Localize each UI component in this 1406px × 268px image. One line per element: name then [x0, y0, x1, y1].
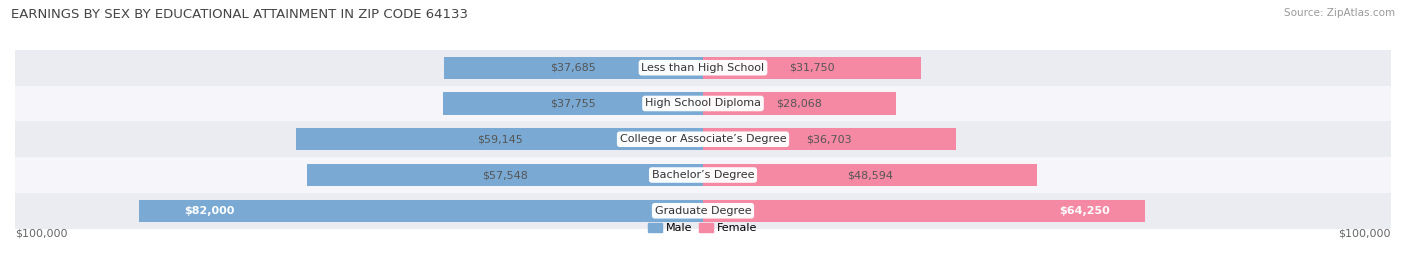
Bar — [703, 128, 956, 150]
Bar — [703, 200, 1144, 222]
Bar — [15, 50, 1391, 85]
Bar — [15, 193, 1391, 229]
Text: $59,145: $59,145 — [477, 134, 523, 144]
Bar — [703, 57, 921, 79]
Bar — [443, 92, 703, 114]
Text: $82,000: $82,000 — [184, 206, 235, 216]
Text: $100,000: $100,000 — [1339, 229, 1391, 239]
Text: Graduate Degree: Graduate Degree — [655, 206, 751, 216]
Bar — [703, 92, 896, 114]
Text: $100,000: $100,000 — [15, 229, 67, 239]
Text: $37,685: $37,685 — [551, 63, 596, 73]
Bar — [703, 164, 1038, 186]
Text: $36,703: $36,703 — [807, 134, 852, 144]
Text: College or Associate’s Degree: College or Associate’s Degree — [620, 134, 786, 144]
Bar — [15, 85, 1391, 121]
Text: $57,548: $57,548 — [482, 170, 529, 180]
Text: Less than High School: Less than High School — [641, 63, 765, 73]
Text: High School Diploma: High School Diploma — [645, 98, 761, 109]
Text: Bachelor’s Degree: Bachelor’s Degree — [652, 170, 754, 180]
Bar — [15, 121, 1391, 157]
Bar — [15, 157, 1391, 193]
Text: EARNINGS BY SEX BY EDUCATIONAL ATTAINMENT IN ZIP CODE 64133: EARNINGS BY SEX BY EDUCATIONAL ATTAINMEN… — [11, 8, 468, 21]
Bar — [139, 200, 703, 222]
Text: $48,594: $48,594 — [848, 170, 893, 180]
Bar — [307, 164, 703, 186]
Text: $64,250: $64,250 — [1059, 206, 1109, 216]
Bar — [444, 57, 703, 79]
Bar — [297, 128, 703, 150]
Text: $28,068: $28,068 — [776, 98, 823, 109]
Text: Source: ZipAtlas.com: Source: ZipAtlas.com — [1284, 8, 1395, 18]
Legend: Male, Female: Male, Female — [644, 218, 762, 237]
Text: $37,755: $37,755 — [550, 98, 596, 109]
Text: $31,750: $31,750 — [789, 63, 835, 73]
